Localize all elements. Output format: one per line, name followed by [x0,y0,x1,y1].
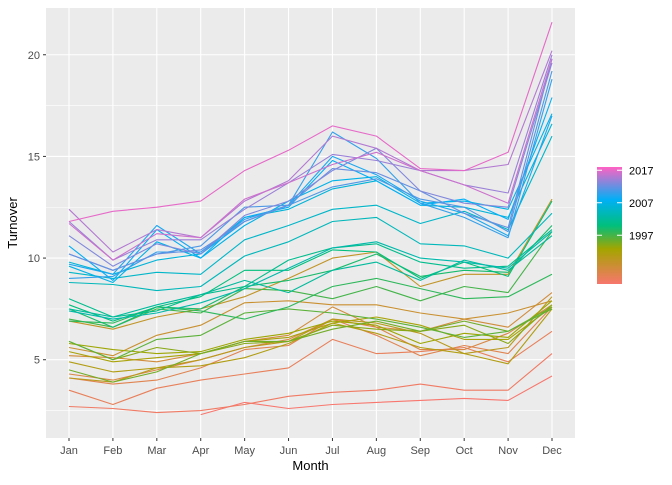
series-line [68,308,553,361]
series-line [68,229,553,318]
series-line [68,353,553,414]
series-line [68,22,553,223]
color-legend: 2017 2007 1997 [597,165,653,284]
x-tick-label: Mar [147,445,166,457]
series-line [68,304,553,381]
x-tick-label: Dec [542,445,562,457]
series-line [68,50,553,253]
x-tick-label: Jan [60,445,78,457]
x-tick-label: Jun [280,445,298,457]
x-tick-label: Sep [410,445,430,457]
series-line [68,235,553,318]
legend-label: 2007 [629,198,653,210]
series-line [200,375,553,416]
series-line [68,212,553,292]
series-line [68,300,553,357]
legend-ticks: 2017 2007 1997 [597,165,653,242]
x-tick-label: Oct [456,445,473,457]
y-tick-label: 15 [28,151,40,163]
legend-colorbar [597,167,622,284]
series-line [68,300,553,355]
x-tick-label: May [234,445,255,457]
legend-label: 1997 [629,230,653,242]
series-line [68,200,553,322]
y-axis-label: Turnover [5,197,20,249]
x-tick-label: Feb [103,445,122,457]
series-line [68,58,553,261]
y-tick-label: 5 [34,355,40,367]
y-tick-label: 10 [28,253,40,265]
x-axis: Jan Feb Mar Apr May Jun Jul Aug Sep Oct Nov Dec [60,438,562,457]
series-line [68,58,553,271]
plot-panel [46,8,575,438]
series-line [68,292,553,363]
series-line [68,225,553,328]
major-gridlines [46,8,575,438]
x-tick-label: Apr [192,445,209,457]
series-line [68,306,553,363]
series-line [68,54,553,261]
x-tick-label: Jul [325,445,339,457]
series-line [68,330,553,406]
x-tick-label: Nov [498,445,518,457]
series-line [68,231,553,320]
series-line [68,62,553,267]
series-line [68,123,553,275]
y-axis: 5 10 15 20 [28,50,46,367]
series-line [68,135,553,279]
series-line [68,306,553,383]
y-tick-label: 20 [28,50,40,62]
x-axis-label: Month [292,458,328,473]
legend-label: 2017 [629,165,653,177]
series-lines [68,22,553,416]
series-line [68,304,553,361]
x-tick-label: Aug [367,445,387,457]
series-line [68,198,553,330]
